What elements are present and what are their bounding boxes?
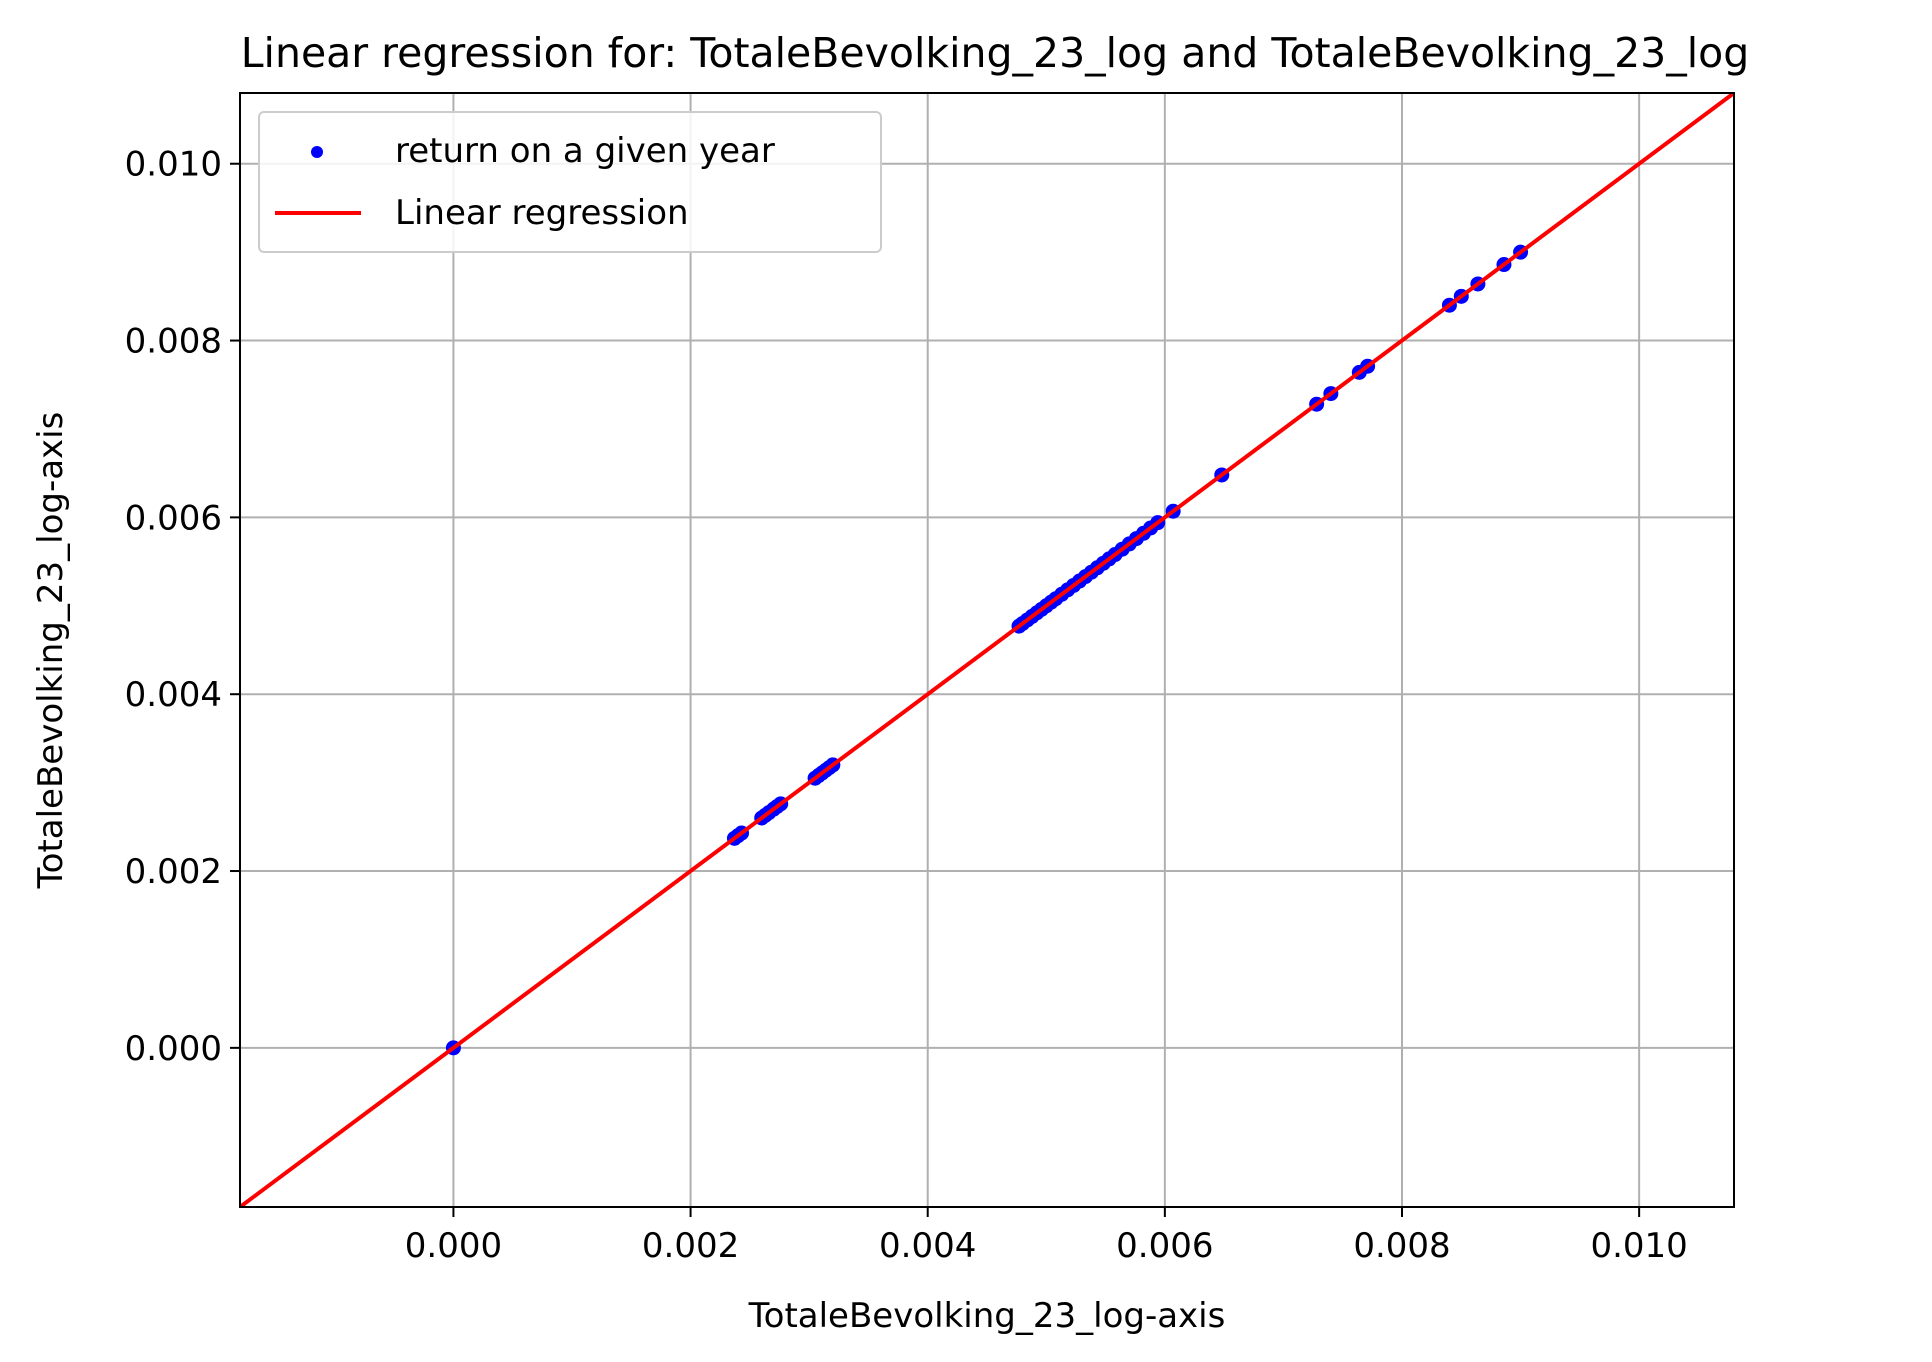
y-axis-label: TotaleBevolking_23_log-axis: [31, 412, 71, 890]
y-tick-label: 0.008: [125, 322, 222, 362]
y-tick-label: 0.002: [125, 852, 222, 892]
legend-marker-scatter: [311, 146, 323, 158]
legend-entry-regression: Linear regression: [395, 193, 689, 233]
y-tick-label: 0.004: [125, 675, 222, 715]
x-tick-label: 0.006: [1116, 1226, 1213, 1266]
x-tick-label: 0.010: [1590, 1226, 1687, 1266]
y-tick-label: 0.006: [125, 498, 222, 538]
y-tick-label: 0.010: [125, 145, 222, 185]
x-tick-label: 0.000: [405, 1226, 502, 1266]
legend: return on a given year Linear regression: [259, 112, 881, 252]
y-tick-label: 0.000: [125, 1029, 222, 1069]
x-tick-label: 0.004: [879, 1226, 976, 1266]
legend-entry-scatter: return on a given year: [395, 131, 775, 171]
x-axis-label: TotaleBevolking_23_log-axis: [748, 1296, 1226, 1336]
chart-title: Linear regression for: TotaleBevolking_2…: [241, 29, 1750, 77]
x-tick-label: 0.002: [642, 1226, 739, 1266]
x-tick-label: 0.008: [1353, 1226, 1450, 1266]
